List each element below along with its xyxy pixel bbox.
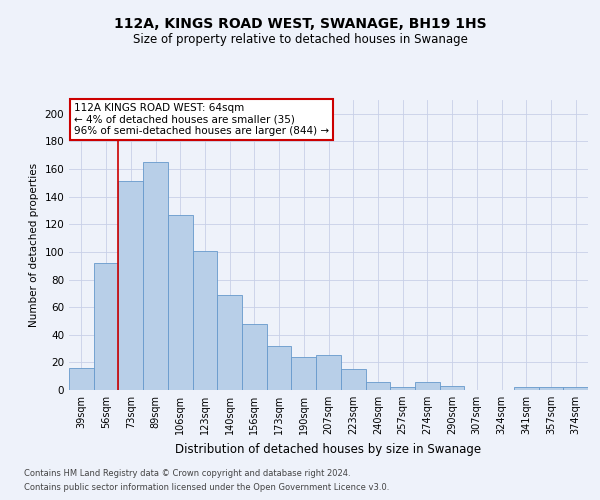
- Bar: [514, 387, 539, 390]
- Bar: [390, 387, 415, 390]
- Y-axis label: Number of detached properties: Number of detached properties: [29, 163, 39, 327]
- Bar: [69, 368, 94, 390]
- Text: Contains HM Land Registry data © Crown copyright and database right 2024.: Contains HM Land Registry data © Crown c…: [24, 468, 350, 477]
- Bar: [415, 382, 440, 390]
- Bar: [168, 214, 193, 390]
- Bar: [143, 162, 168, 390]
- Bar: [217, 294, 242, 390]
- Text: 112A, KINGS ROAD WEST, SWANAGE, BH19 1HS: 112A, KINGS ROAD WEST, SWANAGE, BH19 1HS: [113, 18, 487, 32]
- Bar: [267, 346, 292, 390]
- Bar: [341, 370, 365, 390]
- Bar: [193, 250, 217, 390]
- Bar: [242, 324, 267, 390]
- Text: Size of property relative to detached houses in Swanage: Size of property relative to detached ho…: [133, 32, 467, 46]
- Bar: [316, 356, 341, 390]
- Bar: [563, 387, 588, 390]
- Bar: [118, 182, 143, 390]
- Text: 112A KINGS ROAD WEST: 64sqm
← 4% of detached houses are smaller (35)
96% of semi: 112A KINGS ROAD WEST: 64sqm ← 4% of deta…: [74, 103, 329, 136]
- Bar: [365, 382, 390, 390]
- X-axis label: Distribution of detached houses by size in Swanage: Distribution of detached houses by size …: [175, 442, 482, 456]
- Bar: [292, 357, 316, 390]
- Text: Contains public sector information licensed under the Open Government Licence v3: Contains public sector information licen…: [24, 484, 389, 492]
- Bar: [539, 387, 563, 390]
- Bar: [440, 386, 464, 390]
- Bar: [94, 263, 118, 390]
